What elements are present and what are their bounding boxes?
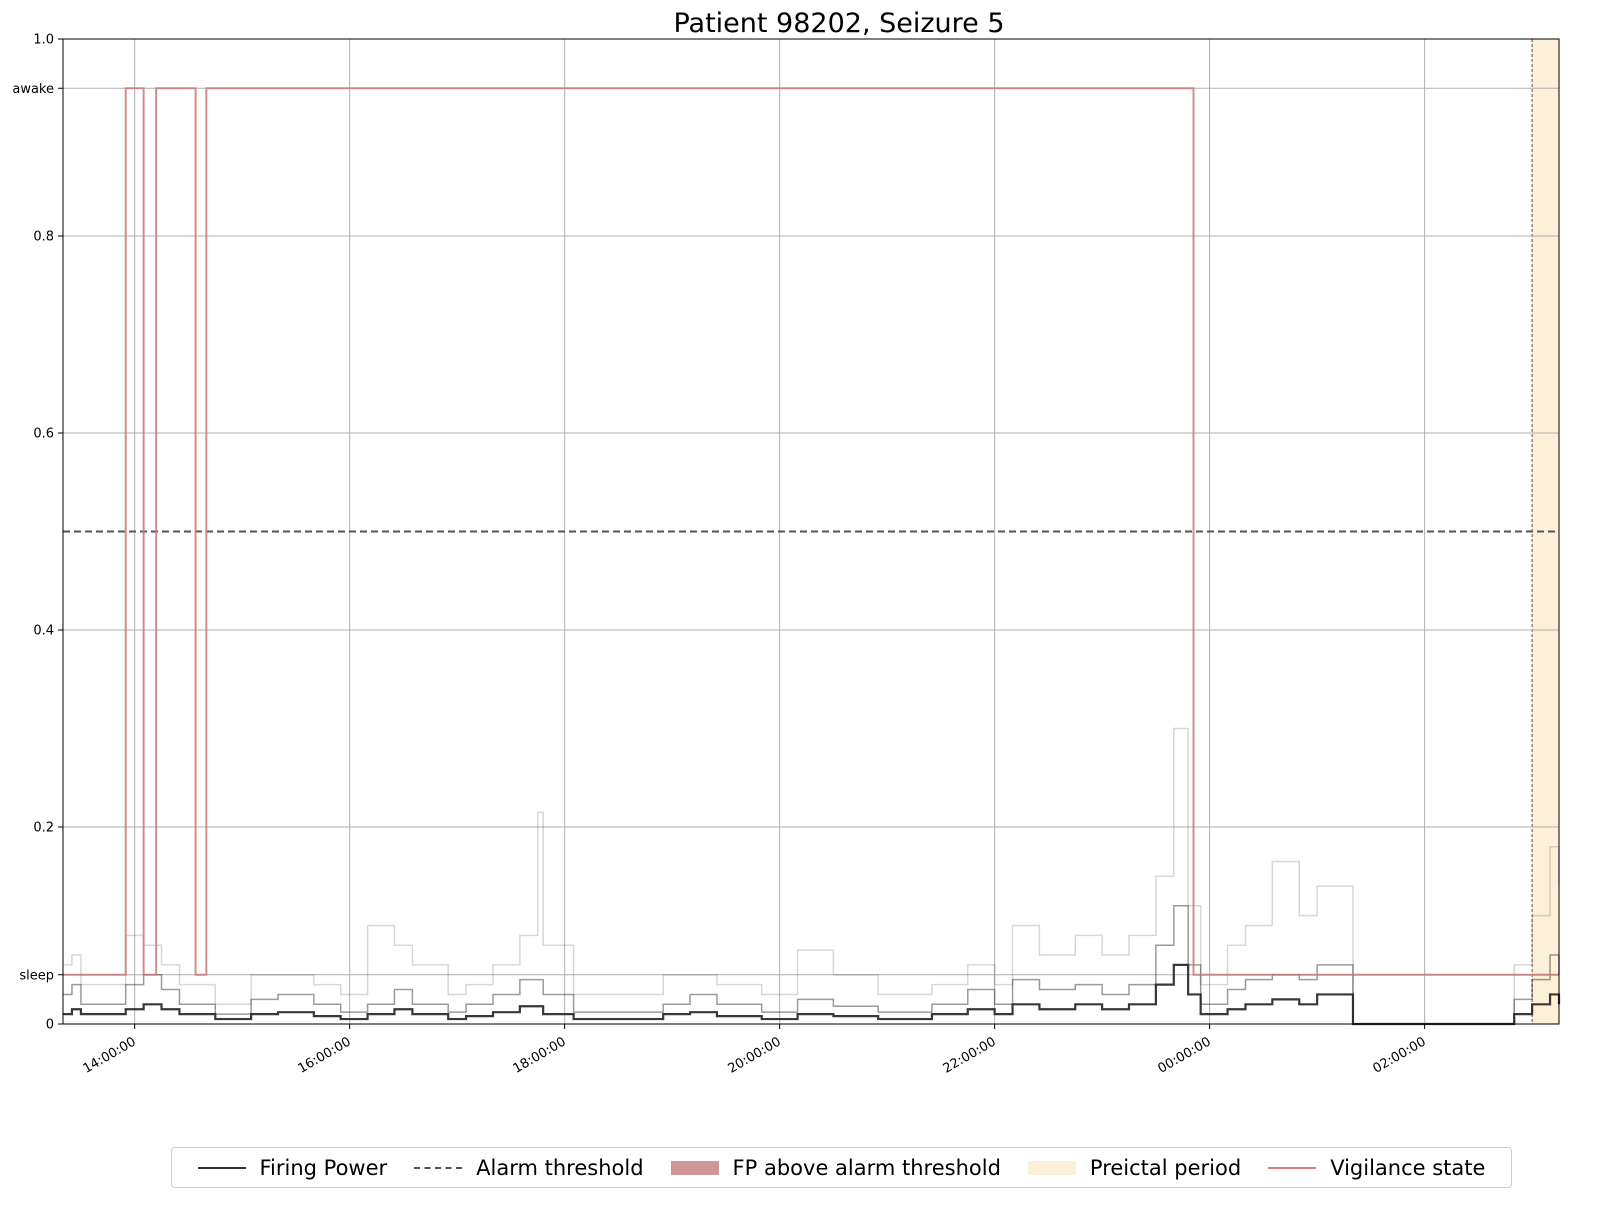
chart-title: Patient 98202, Seizure 5 — [673, 8, 1004, 39]
firing-power-series-band-light — [63, 727, 1560, 1025]
legend-swatch-fp-above — [670, 1160, 719, 1175]
vigilance-layer — [63, 87, 1559, 976]
legend-item-alarm-threshold: Alarm threshold — [414, 1155, 644, 1180]
x-tick-label: 22:00:00 — [941, 1034, 999, 1076]
x-tick-label: 02:00:00 — [1371, 1034, 1429, 1076]
legend: Firing Power Alarm threshold FP above al… — [171, 1147, 1512, 1188]
firing-power-series-band-dark — [63, 905, 1560, 1025]
y-tick-label: sleep — [19, 968, 54, 983]
legend-label-fp-above: FP above alarm threshold — [732, 1155, 1001, 1180]
legend-swatch-alarm-threshold — [414, 1158, 463, 1178]
firing-power-series-mean — [63, 963, 1561, 1026]
legend-swatch-vigilance — [1268, 1158, 1317, 1178]
legend-label-vigilance: Vigilance state — [1330, 1155, 1486, 1180]
y-tick-labels: 0 sleep 0.2 0.4 0.6 0.8 awake 1.0 — [12, 33, 63, 1033]
legend-swatch-firing-power — [197, 1158, 246, 1178]
legend-label-alarm-threshold: Alarm threshold — [476, 1155, 644, 1180]
y-tick-label: 0.6 — [33, 427, 54, 442]
x-tick-label: 18:00:00 — [511, 1034, 569, 1076]
x-tick-label: 00:00:00 — [1156, 1034, 1214, 1076]
plot-frame — [62, 38, 1560, 1025]
legend-item-fp-above: FP above alarm threshold — [670, 1155, 1001, 1180]
y-tick-label: 0.2 — [33, 821, 54, 836]
y-tick-label: 1.0 — [33, 33, 54, 48]
x-tick-label: 20:00:00 — [726, 1034, 784, 1076]
y-tick-label: 0 — [46, 1018, 54, 1033]
x-tick-labels: 14:00:00 16:00:00 18:00:00 20:00:00 22:00:00… — [81, 1024, 1429, 1077]
y-tick-label: awake — [12, 82, 54, 97]
series-layer — [63, 727, 1561, 1026]
y-tick-label: 0.8 — [33, 230, 54, 245]
x-tick-label: 14:00:00 — [81, 1034, 139, 1076]
legend-swatch-preictal — [1027, 1160, 1076, 1175]
legend-item-firing-power: Firing Power — [197, 1155, 388, 1180]
x-tick-label: 16:00:00 — [296, 1034, 354, 1076]
vigilance-state-line — [63, 87, 1559, 976]
legend-label-firing-power: Firing Power — [259, 1155, 388, 1180]
y-tick-label: 0.4 — [33, 624, 54, 639]
legend-item-preictal: Preictal period — [1027, 1155, 1242, 1180]
legend-label-preictal: Preictal period — [1089, 1155, 1242, 1180]
legend-item-vigilance: Vigilance state — [1268, 1156, 1485, 1180]
